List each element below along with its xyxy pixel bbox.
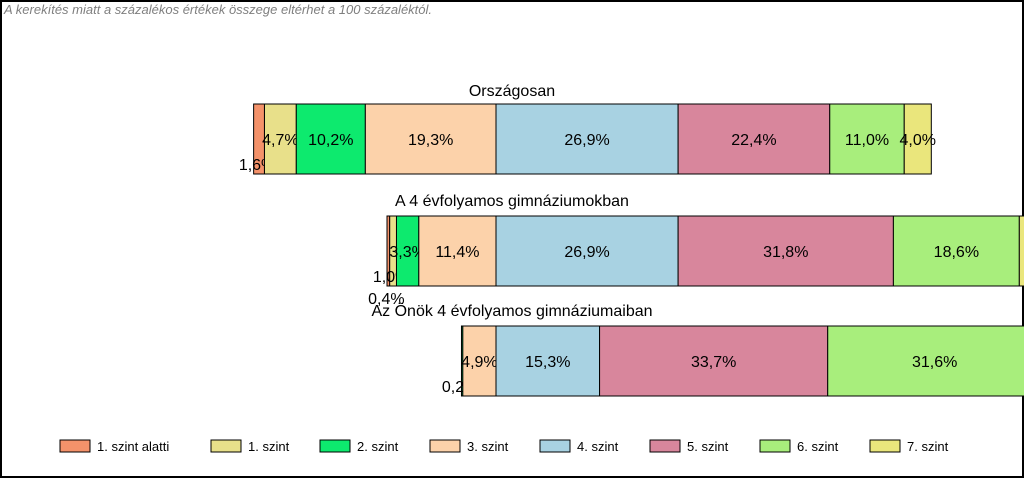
data-label: 22,4% <box>731 132 776 149</box>
data-label: 11,0% <box>845 132 889 149</box>
bar-segment <box>903 103 932 175</box>
legend-label: 3. szint <box>467 439 509 454</box>
data-label: 4,9% <box>461 354 497 371</box>
bar-segment <box>364 103 497 175</box>
bar-segment <box>827 325 1024 397</box>
legend-label: 1. szint alatti <box>97 439 169 454</box>
legend-label: 6. szint <box>797 439 839 454</box>
legend-swatch <box>319 439 351 453</box>
bar-segment <box>418 215 497 287</box>
data-label: 19,3% <box>408 132 453 149</box>
data-label: 3,3% <box>389 244 425 261</box>
data-label: 4,7% <box>262 132 298 149</box>
data-label: 0,4% <box>368 291 404 308</box>
bar-segment <box>892 215 1020 287</box>
bar-segment <box>263 103 297 175</box>
legend: 1. szint alatti 1. szint 2. szint 3. szint 4… <box>59 439 949 454</box>
rounding-note: A kerekítés miatt a százalékos értékek ö… <box>4 2 433 17</box>
legend-swatch <box>869 439 901 453</box>
bar-group-3: Az Önök 4 évfolyamos gimnáziumaiban0,2%4… <box>371 302 1024 397</box>
legend-swatch <box>59 439 91 453</box>
bar-segment <box>295 103 366 175</box>
bar-segment <box>495 325 601 397</box>
legend-item: 2. szint <box>319 439 399 454</box>
legend-swatch <box>539 439 571 453</box>
bar-segment <box>829 103 905 175</box>
legend-swatch <box>429 439 461 453</box>
legend-item: 5. szint <box>649 439 729 454</box>
legend-label: 5. szint <box>687 439 729 454</box>
legend-label: 7. szint <box>907 439 949 454</box>
legend-item: 6. szint <box>759 439 839 454</box>
bar-segment <box>599 325 829 397</box>
bar-title: Országosan <box>469 83 555 100</box>
bar-segment <box>677 103 831 175</box>
data-label: 26,9% <box>564 132 609 149</box>
data-label: 4,0% <box>900 132 936 149</box>
legend-item: 4. szint <box>539 439 619 454</box>
legend-label: 2. szint <box>357 439 399 454</box>
data-label: 11,4% <box>435 244 479 261</box>
bar-group-2: A 4 évfolyamos gimnáziumokban0,4%1,0%3,3… <box>368 193 1024 308</box>
bar-title: A 4 évfolyamos gimnáziumokban <box>395 193 629 210</box>
bar-segment <box>1018 215 1024 287</box>
bar-segment <box>495 215 679 287</box>
data-label: 18,6% <box>934 244 979 261</box>
legend-swatch <box>210 439 242 453</box>
legend-swatch <box>649 439 681 453</box>
data-label: 10,2% <box>308 132 353 149</box>
legend-swatch <box>759 439 791 453</box>
data-label: 26,9% <box>564 244 609 261</box>
bar-title: Az Önök 4 évfolyamos gimnáziumaiban <box>371 302 652 320</box>
data-label: 33,7% <box>691 354 736 371</box>
bar-segment <box>495 103 679 175</box>
legend-label: 1. szint <box>248 439 290 454</box>
legend-item: 3. szint <box>429 439 509 454</box>
bar-segment <box>462 325 497 397</box>
legend-item: 7. szint <box>869 439 949 454</box>
bar-segment <box>677 215 894 287</box>
data-label: 15,3% <box>525 354 570 371</box>
data-label: 31,8% <box>763 244 808 261</box>
data-label: 31,6% <box>912 354 957 371</box>
legend-item: 1. szint <box>210 439 290 454</box>
legend-item: 1. szint alatti <box>59 439 169 454</box>
legend-label: 4. szint <box>577 439 619 454</box>
